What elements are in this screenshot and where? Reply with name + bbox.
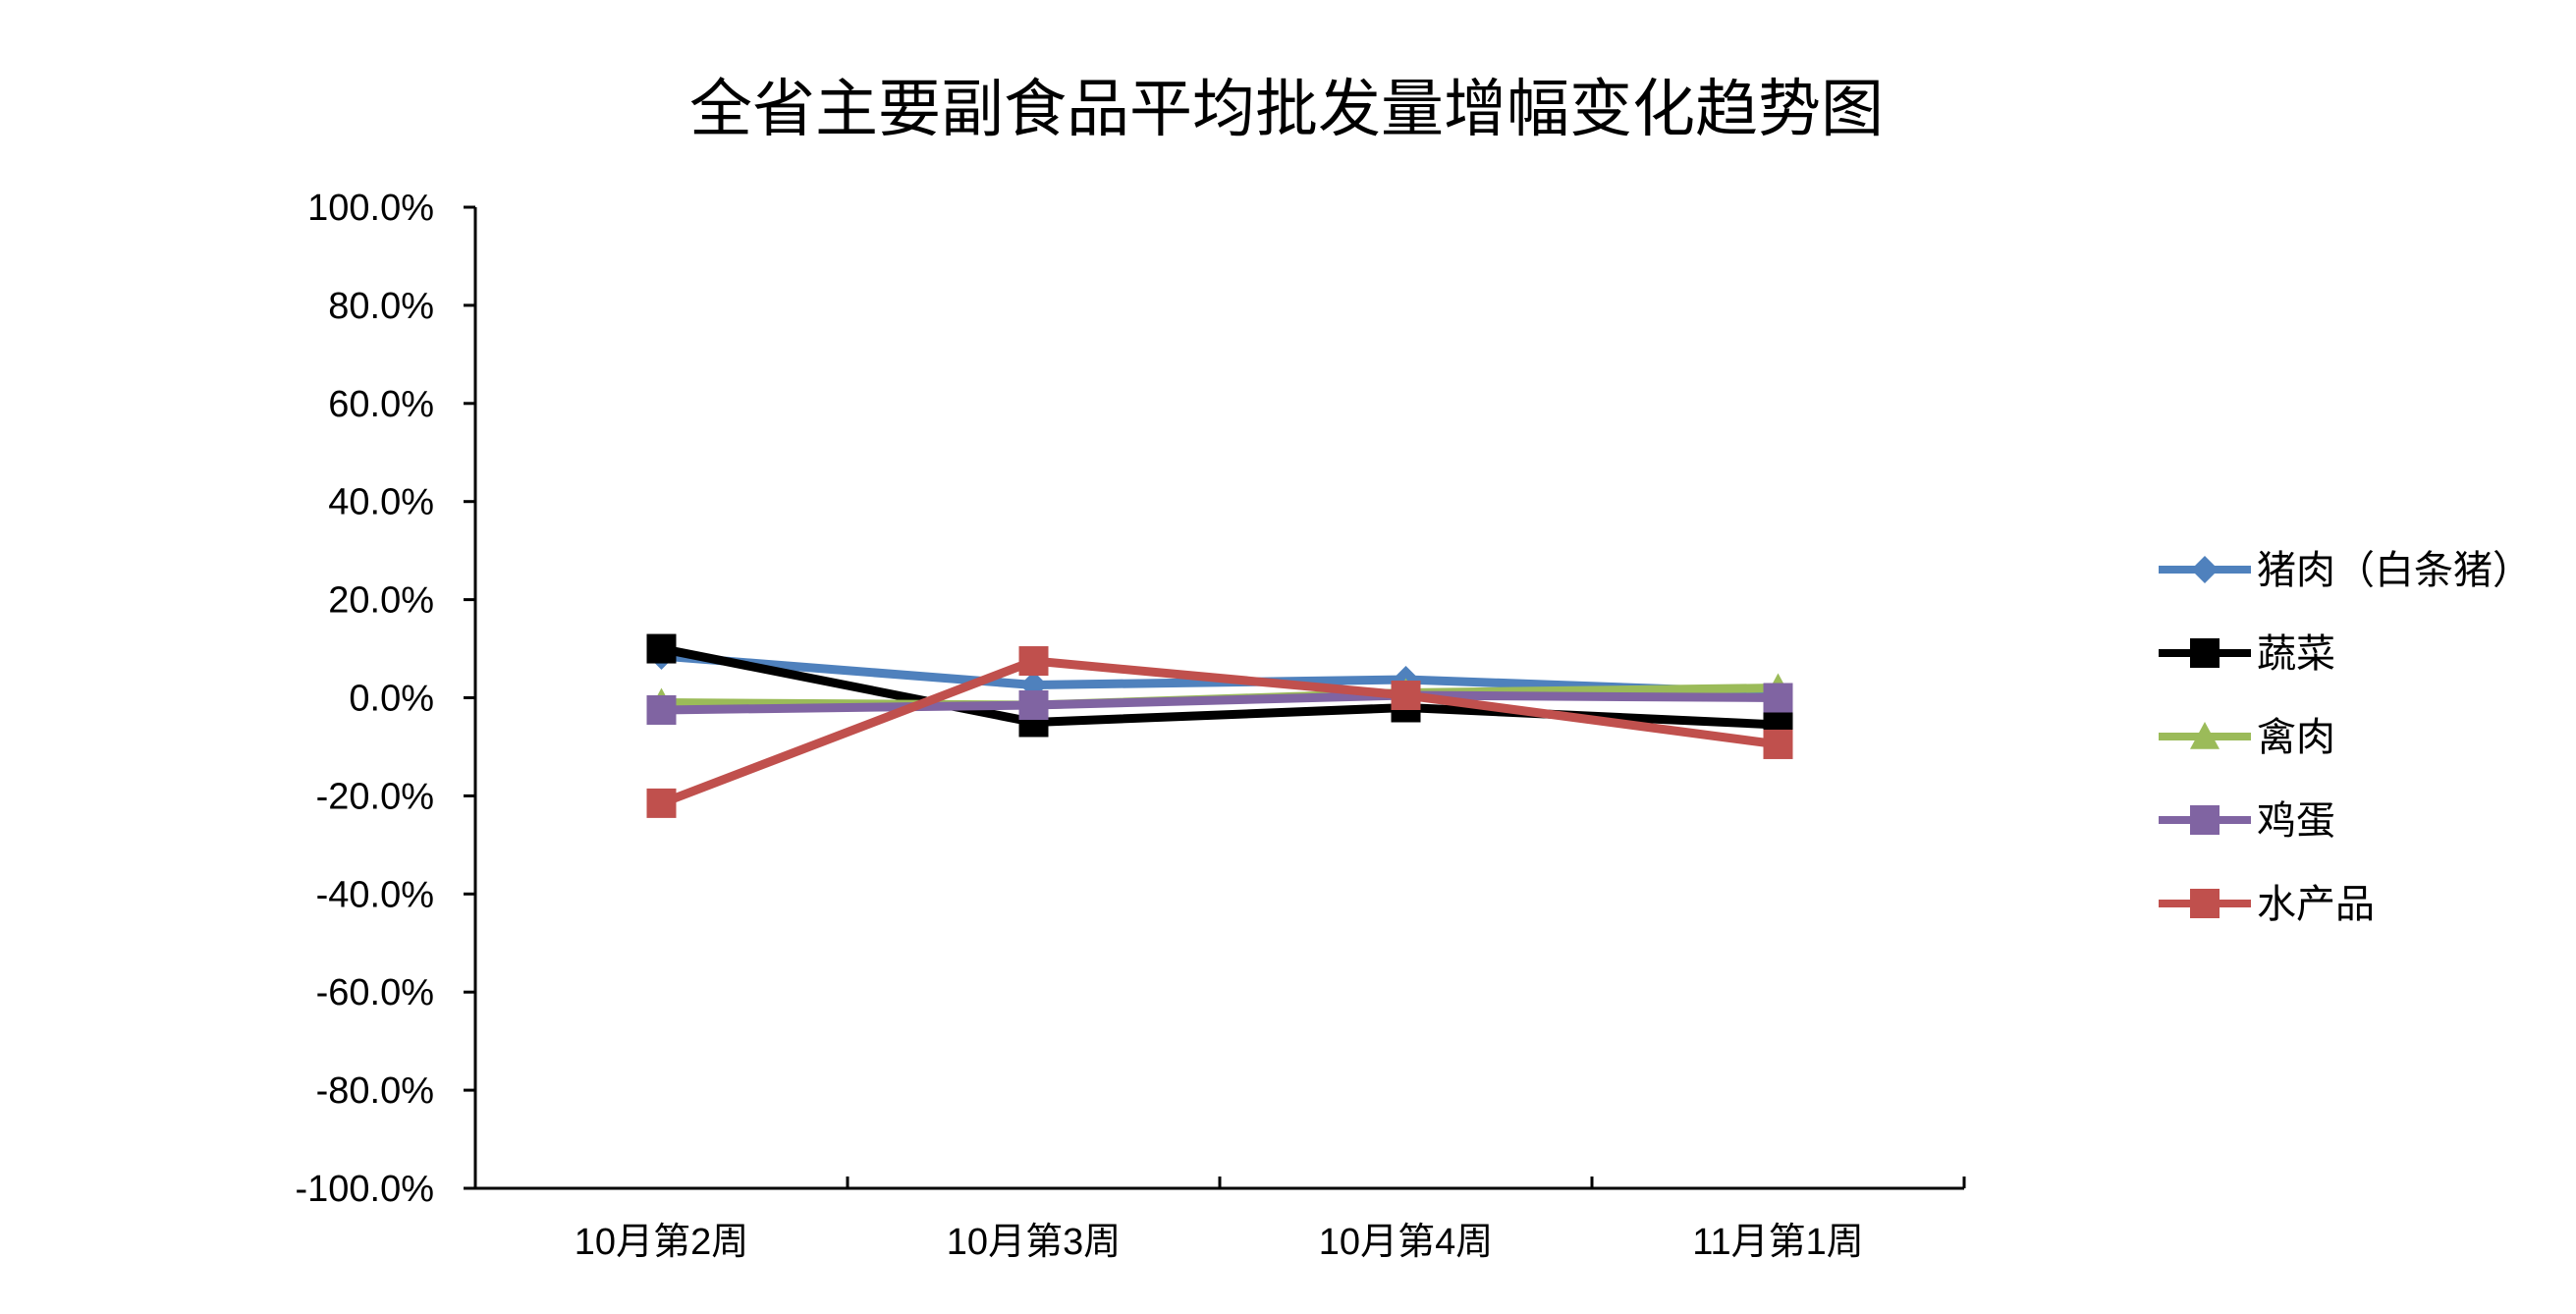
legend-item: 猪肉（白条猪）: [2159, 548, 2532, 593]
data-point: [1018, 689, 1049, 720]
series-layer: [646, 633, 1793, 818]
y-tick-label: -40.0%: [316, 874, 434, 915]
series-line: [657, 656, 1782, 808]
x-tick-label: 10月第2周: [575, 1222, 748, 1263]
legend-label: 鸡蛋: [2257, 798, 2335, 844]
data-point: [1391, 681, 1421, 711]
legend-swatch-marker: [2190, 638, 2220, 668]
x-ticks: 10月第2周 10月第3周 10月第4周 11月第1周: [473, 1177, 1966, 1263]
y-tick-label: -80.0%: [316, 1070, 434, 1112]
legend-swatch-marker: [2191, 556, 2219, 583]
legend-swatch-marker: [2190, 889, 2220, 918]
y-tick-label: -100.0%: [295, 1169, 434, 1210]
series-line: [657, 690, 1782, 715]
legend-item: 蔬菜: [2159, 631, 2335, 677]
y-tick-label: -60.0%: [316, 972, 434, 1013]
legend-label: 猪肉（白条猪）: [2257, 548, 2532, 593]
legend-swatch-marker: [2190, 805, 2220, 835]
legend-item: 禽肉: [2159, 715, 2335, 760]
legend-label: 禽肉: [2257, 715, 2335, 760]
legend-label: 水产品: [2257, 882, 2375, 927]
y-tick-label: 20.0%: [328, 580, 434, 622]
x-tick-label: 11月第1周: [1692, 1222, 1864, 1263]
y-tick-label: 0.0%: [349, 679, 434, 720]
data-point: [646, 633, 677, 664]
legend-item: 鸡蛋: [2159, 798, 2335, 844]
y-tick-label: 60.0%: [328, 384, 434, 425]
chart-title: 全省主要副食品平均批发量增幅变化趋势图: [689, 74, 1884, 146]
x-tick-label: 10月第4周: [1319, 1222, 1493, 1263]
y-ticks: 100.0% 80.0% 60.0% 40.0% 20.0% 0.0% -20.0% -40.…: [295, 188, 475, 1210]
data-point: [646, 694, 677, 725]
legend-swatch-marker: [2190, 722, 2220, 749]
data-point: [646, 788, 677, 818]
data-point: [1763, 729, 1793, 759]
legend-label: 蔬菜: [2257, 631, 2335, 677]
series-5: [646, 646, 1793, 818]
y-tick-label: 100.0%: [307, 188, 434, 229]
y-tick-label: 40.0%: [328, 482, 434, 523]
y-tick-label: 80.0%: [328, 286, 434, 327]
x-tick-label: 10月第3周: [947, 1222, 1121, 1263]
legend-item: 水产品: [2159, 882, 2375, 927]
data-point: [1018, 646, 1049, 677]
data-point: [1763, 683, 1793, 713]
y-tick-label: -20.0%: [316, 776, 434, 817]
